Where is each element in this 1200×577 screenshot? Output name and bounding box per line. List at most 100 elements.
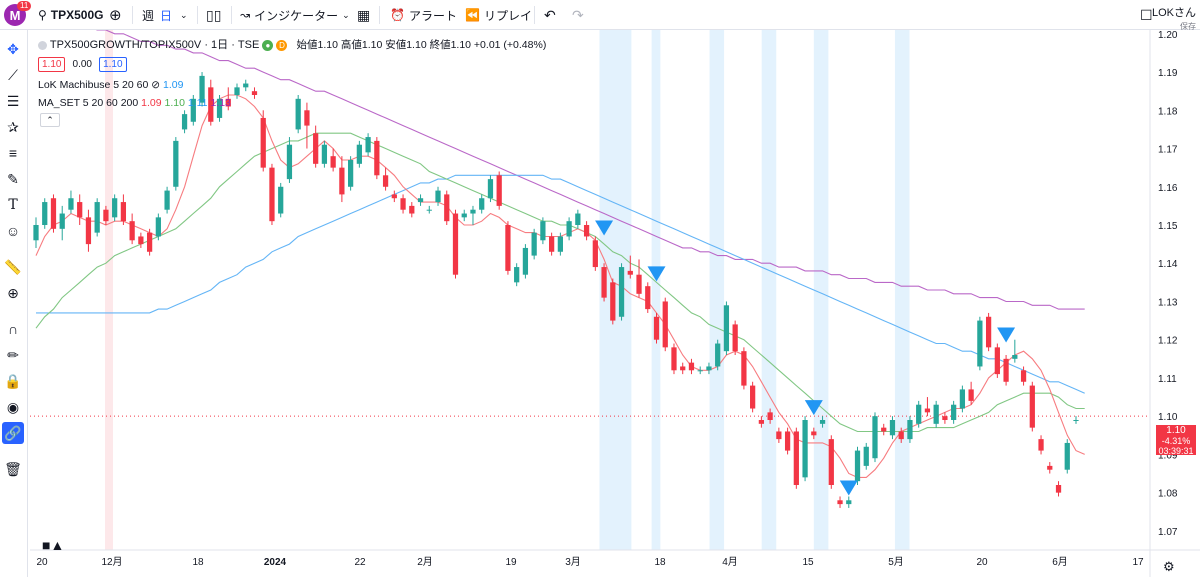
indicators-button[interactable]: ↝ インジケーター ⌄ (240, 8, 350, 23)
current-price-label: 1.10 -4.31% 03:39:31 (1156, 425, 1196, 456)
magnet-icon[interactable]: ∩ (7, 321, 19, 337)
trade-buttons: 1.10 0.00 1.10 (38, 57, 127, 72)
collapse-legend-button[interactable]: ⌃ (40, 113, 60, 127)
trash-icon[interactable]: 🗑 (4, 460, 22, 477)
symbol-search[interactable]: ⚲ TPX500G (38, 0, 104, 30)
undo-button[interactable]: ↶ (544, 0, 556, 30)
add-symbol-button[interactable]: ⊕ (109, 0, 122, 30)
candle-body (216, 98, 223, 118)
fullscreen-checkbox[interactable]: ☐ (1140, 0, 1153, 30)
y-tick-label: 1.20 (1158, 30, 1178, 41)
candle-body (942, 416, 948, 420)
candle-body (898, 431, 904, 440)
gear-icon[interactable]: ⚙ (1163, 559, 1175, 574)
candle-body (1047, 465, 1053, 470)
brush-icon[interactable]: ✎ (7, 170, 19, 187)
interval-week-button[interactable]: 週 (142, 8, 155, 23)
highlight-band (813, 30, 829, 550)
text-icon[interactable]: T (8, 197, 18, 213)
indicator1-legend[interactable]: LoK Machibuse 5 20 60 ⊘ 1.09 (38, 79, 184, 91)
redo-button[interactable]: ↷ (572, 0, 584, 30)
candle-body (461, 213, 467, 218)
horizontal-lines-icon[interactable]: ☰ (6, 92, 20, 109)
candle-body (1029, 385, 1035, 428)
indicator2-legend[interactable]: MA_SET 5 20 60 200 1.09 1.10 1.11 1.13 (38, 97, 231, 109)
candle-body (618, 267, 625, 317)
candle-body (1012, 355, 1018, 359)
candle-body (924, 408, 931, 413)
candle-body (400, 198, 406, 210)
candle-body (391, 194, 397, 199)
highlight-band-red (105, 30, 114, 550)
candle-body (653, 316, 660, 340)
candle-body (732, 324, 738, 352)
price-chart[interactable]: 1.20 1.19 1.18 1.17 1.16 1.15 1.14 1.13 1.12 1.11… (30, 30, 1200, 577)
indicator-icon: ↝ (240, 8, 251, 22)
buy-button[interactable]: 1.10 (99, 57, 127, 72)
lock-icon[interactable]: 🔒 (4, 372, 22, 389)
y-tick-label: 1.14 (1158, 259, 1178, 270)
candle-body (706, 366, 712, 371)
link-icon[interactable]: 🔗 (2, 422, 24, 444)
replay-button[interactable]: ⏪ リプレイ (465, 8, 532, 23)
ma5-line (35, 94, 1085, 478)
y-tick-label: 1.18 (1158, 106, 1178, 117)
legend-title: TPX500GROWTH/TOPIX500V · 1日 · TSE (49, 39, 260, 51)
sell-button[interactable]: 1.10 (38, 57, 66, 72)
candle-body (313, 133, 319, 164)
candle-body (881, 427, 887, 432)
candle-body (120, 202, 127, 222)
zoom-icon[interactable]: ⊕ (7, 284, 19, 301)
crosshair-icon[interactable]: ✥ (7, 40, 19, 57)
y-tick-label: 1.16 (1158, 183, 1178, 194)
candle-body (1038, 439, 1044, 451)
alert-button[interactable]: ⏰ アラート (390, 8, 457, 23)
candle-body (583, 225, 590, 237)
x-tick-label: 18 (654, 557, 666, 568)
pencil-lock-icon[interactable]: ✏ (7, 346, 19, 363)
candle-body (784, 431, 791, 451)
candle-body (59, 213, 65, 229)
candle-body (854, 450, 861, 482)
x-tick-label: 12月 (101, 556, 122, 568)
candle-body (645, 286, 651, 310)
pattern-icon[interactable]: ✰ (7, 118, 19, 135)
signal-marker (647, 266, 666, 282)
trendline-icon[interactable]: ⟋ (8, 66, 18, 83)
candle-body (42, 202, 48, 225)
legend-ohlc: 始値1.10 高値1.10 安値1.10 終値1.10 +0.01 (+0.48… (296, 39, 547, 51)
y-tick-label: 1.12 (1158, 336, 1178, 347)
chevron-down-icon: ⌄ (342, 9, 350, 20)
x-tick-label: 20 (976, 557, 988, 568)
candle-body (916, 404, 922, 424)
alarm-icon: ⏰ (390, 8, 405, 22)
highlight-band (709, 30, 725, 550)
signal-marker (839, 480, 858, 496)
square-icon: ☐ (1140, 6, 1153, 23)
y-tick-label: 1.10 (1158, 412, 1178, 423)
interval-day-button[interactable]: 日 (160, 8, 173, 23)
candle-body (321, 144, 328, 164)
ruler-icon[interactable]: 📏 (4, 258, 22, 275)
candle-body (837, 500, 843, 505)
x-tick-label: 22 (354, 557, 366, 568)
x-tick-label: 5月 (888, 556, 904, 568)
symbol-dot-icon (38, 40, 47, 50)
fib-icon[interactable]: ≡ (8, 145, 18, 161)
candle-body (636, 274, 642, 294)
candle-body (715, 343, 721, 367)
candle-body (356, 144, 362, 164)
signal-marker (804, 400, 823, 416)
interval-dropdown[interactable]: ⌄ (180, 0, 188, 30)
y-tick-label: 1.08 (1158, 489, 1178, 500)
eye-icon[interactable]: ◉ (6, 398, 20, 415)
user-menu[interactable]: LOKさん 保存 (1152, 4, 1196, 32)
emoji-icon[interactable]: ☺ (5, 223, 21, 239)
layout-button[interactable]: ▦ (357, 0, 370, 30)
candle-body (251, 91, 258, 95)
y-tick-label: 1.11 (1158, 374, 1177, 385)
chart-type-button[interactable]: ▯▯ (206, 0, 221, 30)
highlight-band (761, 30, 777, 550)
candle-body (1020, 370, 1027, 382)
candle-body (627, 270, 633, 275)
